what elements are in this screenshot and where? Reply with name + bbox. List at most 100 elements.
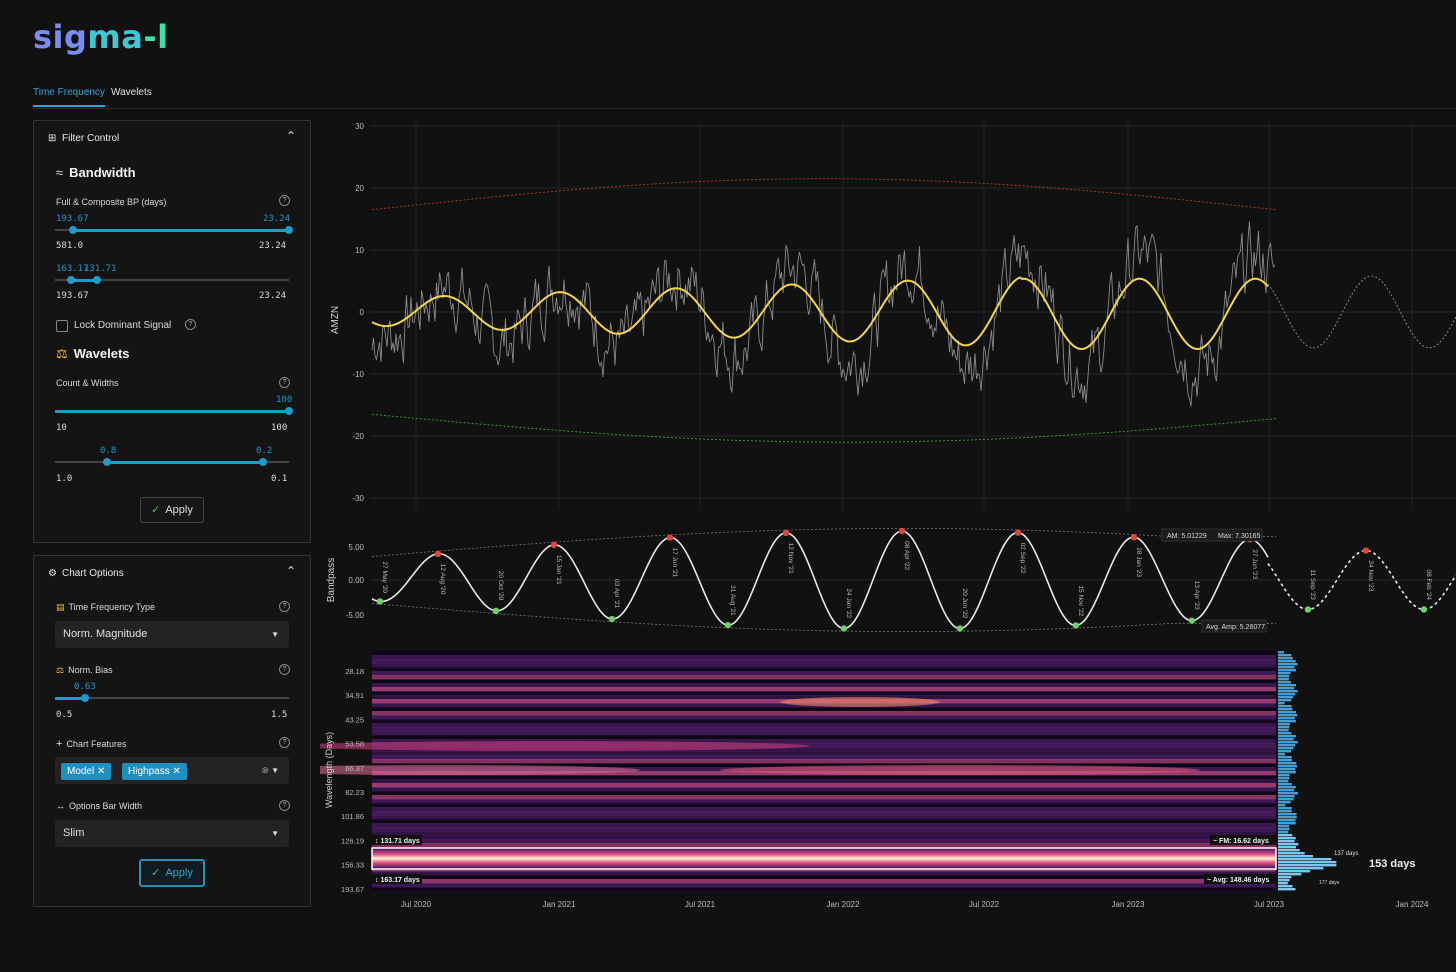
histogram-bar <box>1278 729 1289 732</box>
y-tick-label: -30 <box>352 494 364 503</box>
y-tick-label: 0 <box>360 308 365 317</box>
histogram-bar <box>1278 687 1295 690</box>
x-tick-label: Jan 2021 <box>543 900 576 909</box>
histogram-bar <box>1278 750 1291 753</box>
slider-handle-high[interactable] <box>259 458 267 466</box>
peak-marker <box>898 527 906 535</box>
histogram-bar <box>1278 816 1297 819</box>
help-icon[interactable]: ? <box>185 319 196 330</box>
peak-marker <box>782 529 790 537</box>
histogram-bar <box>1278 708 1293 711</box>
chip-highpass[interactable]: Highpass ✕ <box>122 763 187 780</box>
bandwidth-range-slider[interactable] <box>55 226 293 234</box>
slider-max: 0.1 <box>271 474 288 484</box>
filter-control-header[interactable]: ⊞ Filter Control <box>48 133 119 144</box>
slider-handle-low[interactable] <box>103 458 111 466</box>
lock-dominant-checkbox[interactable] <box>56 320 68 332</box>
model-projection-line <box>1267 275 1456 349</box>
bandwidth-heading: ≈ Bandwidth <box>56 165 136 180</box>
tf-type-select[interactable]: Norm. Magnitude ▼ <box>55 621 289 648</box>
chart-options-header[interactable]: ⚙ Chart Options <box>48 568 124 579</box>
histogram-bar <box>1278 714 1298 717</box>
slider-handle-high[interactable] <box>93 276 101 284</box>
histogram-bar <box>1278 783 1292 786</box>
trough-marker <box>956 625 964 632</box>
peak-marker <box>1014 529 1022 536</box>
heatmap-row <box>372 763 1276 768</box>
histogram-bar <box>1278 849 1300 852</box>
heatmap-row <box>372 711 1276 716</box>
heatmap-row <box>372 707 1276 712</box>
help-icon[interactable]: ? <box>279 377 290 388</box>
heatmap-row <box>372 779 1276 784</box>
histogram-bar <box>1278 870 1311 873</box>
heatmap-row <box>372 743 1276 748</box>
histogram-bar <box>1278 813 1297 816</box>
heatmap-row <box>372 695 1276 700</box>
bias-slider[interactable] <box>55 694 289 702</box>
help-icon[interactable]: ? <box>279 601 290 612</box>
chevron-up-icon[interactable]: ⌃ <box>285 564 296 578</box>
heatmap-y-tick: 126.19 <box>341 836 364 845</box>
bar-width-select[interactable]: Slim ▼ <box>55 820 289 847</box>
widths-range-slider[interactable] <box>55 458 289 466</box>
slider-handle[interactable] <box>285 407 293 415</box>
heatmap-y-tick: 101.86 <box>341 812 364 821</box>
avg-amp-label: Avg. Amp: 5.26077 <box>1206 624 1265 631</box>
slider-min: 193.67 <box>56 291 89 301</box>
heatmap-hotspot <box>720 765 1200 775</box>
histogram-bar <box>1278 762 1297 765</box>
chevron-up-icon[interactable]: ⌃ <box>285 129 296 143</box>
resize-icon: ↔ <box>56 801 65 811</box>
bandpass-line <box>371 530 1269 630</box>
am-max-annotation: AM: 5.01229 Max: 7.30165 <box>1161 528 1263 542</box>
chart-options-panel: ⚙ Chart Options ⌃ ▤ Time Frequency Type ? … <box>33 555 311 907</box>
peak-date-label: 28 Jan '23 <box>1135 547 1142 577</box>
peak-date-label: 17 Jun '21 <box>671 548 678 578</box>
composite-range-slider[interactable] <box>55 276 289 284</box>
slider-handle-low[interactable] <box>67 276 75 284</box>
slider-handle[interactable] <box>81 694 89 702</box>
peak-marker <box>1362 547 1370 554</box>
chart-options-apply-button[interactable]: ✓ Apply <box>139 859 205 887</box>
filter-apply-button[interactable]: ✓ Apply <box>140 497 204 523</box>
heatmap-row <box>372 671 1276 676</box>
histogram-bar <box>1278 885 1293 888</box>
heatmap-hotspot <box>320 765 640 775</box>
tab-bar: Time Frequency Wavelets <box>33 84 1456 109</box>
tab-time-frequency[interactable]: Time Frequency <box>33 87 105 107</box>
histogram-bar <box>1278 759 1293 762</box>
histogram-bar <box>1278 717 1295 720</box>
histogram-bar <box>1278 756 1292 759</box>
help-icon[interactable]: ? <box>279 800 290 811</box>
features-multiselect[interactable]: Model ✕ Highpass ✕ ⊗ ▼ <box>55 757 289 784</box>
chart-area[interactable]: AMZN 30 20 10 0 -10 -20 -30 Bandpass 5.00 0.00… <box>320 110 1456 910</box>
heatmap-row <box>372 811 1276 816</box>
histogram-bar <box>1278 861 1337 864</box>
slider-handle-low[interactable] <box>69 226 77 234</box>
help-icon[interactable]: ? <box>279 664 290 675</box>
heatmap-y-axis-label: Wavelength (Days) <box>324 732 334 808</box>
slider-min: 0.5 <box>56 710 73 720</box>
heatmap-row <box>372 679 1276 684</box>
trough-marker <box>492 607 500 615</box>
heatmap-row <box>372 879 1276 884</box>
fm-tag: ~ FM: 16.62 days <box>1210 835 1276 845</box>
histogram-bar <box>1278 822 1296 825</box>
slider-handle-high[interactable] <box>285 226 293 234</box>
trough-date-label: 31 Aug '21 <box>729 585 736 616</box>
width-value-high: 0.2 <box>256 446 273 456</box>
clear-icon[interactable]: ⊗ <box>261 765 269 775</box>
tab-wavelets[interactable]: Wavelets <box>111 87 152 98</box>
close-icon: ✕ <box>172 766 181 777</box>
heatmap-row <box>372 839 1276 844</box>
count-slider[interactable] <box>55 407 293 415</box>
composite-value-high: 131.71 <box>84 264 117 274</box>
chip-model[interactable]: Model ✕ <box>61 763 112 780</box>
dominant-cycle-label: 153 days <box>1369 858 1415 870</box>
histogram-bar <box>1278 798 1294 801</box>
help-icon[interactable]: ? <box>279 737 290 748</box>
help-icon[interactable]: ? <box>279 195 290 206</box>
histogram-bar <box>1278 846 1296 849</box>
histogram-bar <box>1278 810 1292 813</box>
